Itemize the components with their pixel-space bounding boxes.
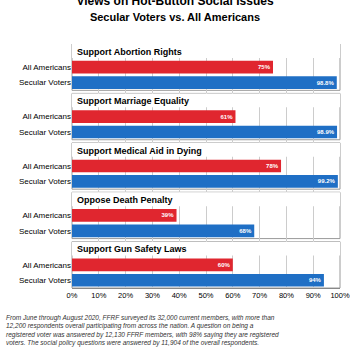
- svg-text:Support Gun Safety Laws: Support Gun Safety Laws: [77, 244, 187, 254]
- svg-text:30%: 30%: [145, 291, 160, 300]
- svg-text:99.2%: 99.2%: [318, 178, 336, 184]
- svg-text:60%: 60%: [225, 291, 240, 300]
- svg-text:78%: 78%: [266, 163, 279, 169]
- svg-text:Secular Voters: Secular Voters: [19, 227, 71, 236]
- svg-text:Views on Hot-Button Social Iss: Views on Hot-Button Social IssuesSecular…: [76, 0, 273, 23]
- svg-text:All Americans: All Americans: [23, 162, 71, 171]
- svg-text:39%: 39%: [162, 212, 175, 218]
- svg-text:40%: 40%: [172, 291, 187, 300]
- svg-text:All Americans: All Americans: [23, 261, 71, 270]
- svg-text:Support Abortion Rights: Support Abortion Rights: [77, 47, 182, 57]
- svg-text:70%: 70%: [252, 291, 267, 300]
- svg-text:94%: 94%: [309, 277, 322, 283]
- svg-text:80%: 80%: [279, 291, 294, 300]
- svg-text:All Americans: All Americans: [23, 112, 71, 121]
- svg-text:Support Medical Aid in Dying: Support Medical Aid in Dying: [77, 146, 202, 156]
- svg-text:Oppose Death Penalty: Oppose Death Penalty: [77, 195, 173, 205]
- svg-text:68%: 68%: [239, 228, 252, 234]
- svg-text:Secular Voters: Secular Voters: [19, 276, 71, 285]
- svg-text:60%: 60%: [218, 262, 231, 268]
- svg-text:98.8%: 98.8%: [317, 80, 335, 86]
- svg-text:All Americans: All Americans: [23, 211, 71, 220]
- svg-text:10%: 10%: [91, 291, 106, 300]
- svg-text:100%: 100%: [330, 291, 350, 300]
- svg-text:Secular Voters: Secular Voters: [19, 128, 71, 137]
- svg-text:Secular Voters: Secular Voters: [19, 177, 71, 186]
- svg-text:Secular Voters: Secular Voters: [19, 78, 71, 87]
- svg-text:61%: 61%: [220, 114, 233, 120]
- svg-text:All Americans: All Americans: [23, 63, 71, 72]
- svg-text:Support Marriage Equality: Support Marriage Equality: [77, 96, 189, 106]
- svg-text:From June through August 2020,: From June through August 2020, FFRF surv…: [6, 314, 279, 347]
- svg-text:0%: 0%: [67, 291, 78, 300]
- svg-text:75%: 75%: [258, 64, 271, 70]
- svg-text:90%: 90%: [306, 291, 321, 300]
- svg-text:20%: 20%: [118, 291, 133, 300]
- svg-text:50%: 50%: [198, 291, 213, 300]
- svg-text:98.9%: 98.9%: [317, 129, 335, 135]
